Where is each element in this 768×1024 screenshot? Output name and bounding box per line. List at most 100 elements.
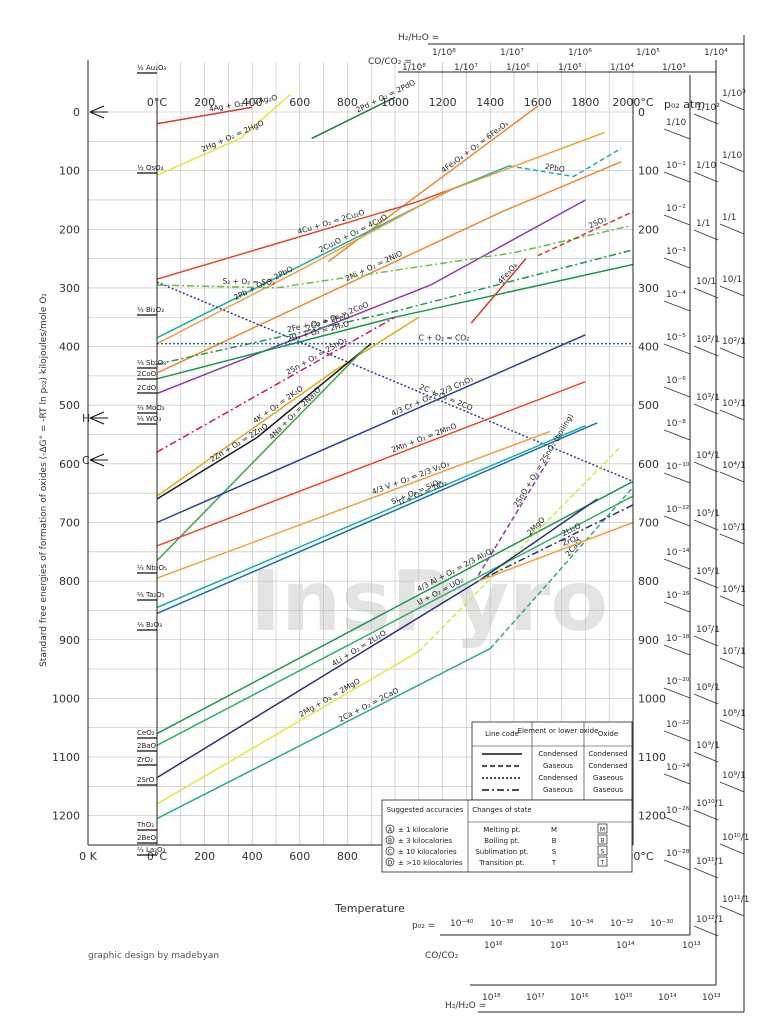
co-ratio-tick-mark	[693, 925, 719, 937]
po2-tick-label: 10⁻¹⁶	[666, 591, 690, 601]
legend-cell: Condensed	[538, 750, 577, 758]
legend-cell: Condensed	[588, 762, 627, 770]
series-line	[156, 225, 629, 289]
left-oxide-label: ThO₂	[136, 821, 154, 829]
legend-header: Element or lower oxide	[518, 727, 599, 735]
watermark-layer: InsPyro	[250, 552, 608, 650]
h2-ratio-tick-label: 1/10³	[722, 89, 746, 99]
co-ratio-tick-mark	[693, 577, 719, 589]
legend-cell: Gaseous	[593, 774, 623, 782]
co-ratio-tick-mark	[693, 171, 719, 183]
left-oxide-label: 2SrO	[137, 776, 155, 784]
left-oxide-label: ⅔ Ta₂O₅	[137, 591, 165, 599]
h2-ratio-tick-mark	[719, 161, 745, 173]
po2-tick-mark	[663, 257, 691, 269]
series-line	[489, 486, 634, 650]
co-ratio-tick-label: 10⁸/1	[696, 683, 720, 693]
x-tick-label-bottom: 800	[337, 850, 358, 863]
po2-tick-mark	[663, 343, 691, 355]
left-oxide-label: ½ Au₂O₃	[137, 64, 167, 72]
left-oxide-label: CeO₂	[137, 729, 155, 737]
co-ratio-tick-label: 10⁶/1	[696, 567, 720, 577]
y-tick-label-left: 200	[59, 223, 80, 236]
x-tick-label-top: 1400	[476, 96, 504, 109]
left-oxide-label: ⅔ La₂O₃	[137, 846, 166, 854]
po2-tick-label: 10⁻²⁴	[666, 763, 690, 773]
h2-ratio-tick-mark	[719, 347, 745, 359]
legend-accuracy-box	[381, 799, 633, 873]
change-of-state-box	[597, 823, 608, 834]
bottom-co-label: CO/CO₂	[425, 951, 459, 961]
co-ratio-tick-label: 10⁵/1	[696, 509, 720, 519]
accuracy-code-letter: B	[388, 838, 392, 845]
x-tick-label-top: 1000	[381, 96, 409, 109]
po2-tick-label: 10⁻⁸	[666, 419, 686, 429]
y-tick-label-left: 500	[59, 399, 80, 412]
po2-tick-label: 10⁻⁵	[666, 333, 686, 343]
nomogram-top-bottom: H₂/H₂O =CO/CO₂ =1/10⁸ 1/10⁷ 1/10⁶ 1/10⁵ 1/10…	[368, 33, 744, 1013]
y-tick-label-left: 900	[59, 634, 80, 647]
left-oxide-label: ⅔ Bi₂O₃	[137, 306, 164, 314]
change-of-state-code: B	[552, 837, 557, 845]
top-co-tick-label: 1/10⁷	[454, 63, 478, 73]
origin-mark-arrow	[89, 105, 108, 119]
x-axis-label: Temperature	[334, 902, 405, 915]
y-tick-label-right: 900	[638, 634, 659, 647]
series-line	[156, 480, 634, 735]
left-oxide-label: ⅔ MoO₂	[137, 404, 165, 412]
series-line	[156, 425, 586, 609]
series-label: 2PbO	[544, 162, 565, 174]
change-of-state-box-code: B	[600, 838, 604, 845]
h2-ratio-tick-label: 10²/1	[722, 337, 746, 347]
series-line	[418, 445, 622, 653]
bottom-h2-tick-label: 10¹⁷	[526, 993, 545, 1003]
h2-ratio-tick-mark	[719, 533, 745, 545]
accuracy-value: ± 3 kilocalories	[398, 837, 452, 845]
series-line	[156, 316, 420, 497]
top-h2-tick-label: 1/10⁷	[500, 48, 524, 58]
bottom-po2-tick-label: 10⁻³⁸	[490, 919, 514, 929]
change-of-state-box-code: S	[601, 849, 605, 856]
top-co-tick-label: 1/10⁶	[506, 63, 530, 73]
po2-axis-label: p₀₂ atm	[664, 98, 705, 111]
po2-tick-label: 1/10	[666, 118, 686, 128]
change-of-state-box-code: T	[600, 860, 605, 867]
accuracy-code-circle	[385, 846, 395, 856]
x-tick-label-bottom: 0°C	[147, 850, 167, 863]
series-label: 2Zn + O₂ = 2ZnO	[208, 421, 269, 463]
co-ratio-tick-label: 10³/1	[696, 393, 720, 403]
co-ratio-tick-label: 10¹¹/1	[696, 857, 723, 867]
h2-ratio-tick-mark	[719, 409, 745, 421]
credit-text: graphic design by madebyan	[88, 951, 219, 961]
po2-tick-mark	[663, 515, 691, 527]
x-tick-label-top: 1600	[524, 96, 552, 109]
po2-tick-label: 10⁻⁴	[666, 290, 686, 300]
y-tick-label-left: 100	[59, 165, 80, 178]
co-ratio-tick-mark	[693, 403, 719, 415]
top-h2-label: H₂/H₂O =	[398, 33, 439, 43]
y-tick-label-right: 1000	[638, 692, 666, 705]
series-line	[156, 161, 622, 374]
change-of-state-name: Melting pt.	[483, 826, 521, 834]
bottom-co-tick-label: 10¹³	[682, 941, 701, 951]
legend-line-code-box	[471, 721, 633, 801]
x-tick-label-top: 200	[194, 96, 215, 109]
legend-cell: Condensed	[538, 774, 577, 782]
po2-tick-mark	[663, 601, 691, 613]
y-tick-label-right: 1100	[638, 751, 666, 764]
series-line	[509, 147, 622, 178]
y-tick-label-left: 1200	[52, 810, 80, 823]
reference-mark-label: H	[82, 412, 90, 425]
y-tick-label-right: 200	[638, 223, 659, 236]
h2-ratio-tick-label: 1/1	[722, 213, 736, 223]
y-tick-label-right: 600	[638, 458, 659, 471]
accuracy-code-circle	[385, 835, 395, 845]
h2-ratio-tick-mark	[719, 99, 745, 111]
legend-cell: Gaseous	[543, 786, 573, 794]
po2-tick-mark	[663, 472, 691, 484]
co-ratio-tick-mark	[693, 635, 719, 647]
h2-ratio-tick-label: 10⁶/1	[722, 585, 746, 595]
y-tick-label-left: 600	[59, 458, 80, 471]
left-oxide-label: 2CdO	[137, 384, 157, 392]
series-label: 4/3 Cr + O₂ = 2/3 Cr₂O₃	[390, 374, 475, 418]
